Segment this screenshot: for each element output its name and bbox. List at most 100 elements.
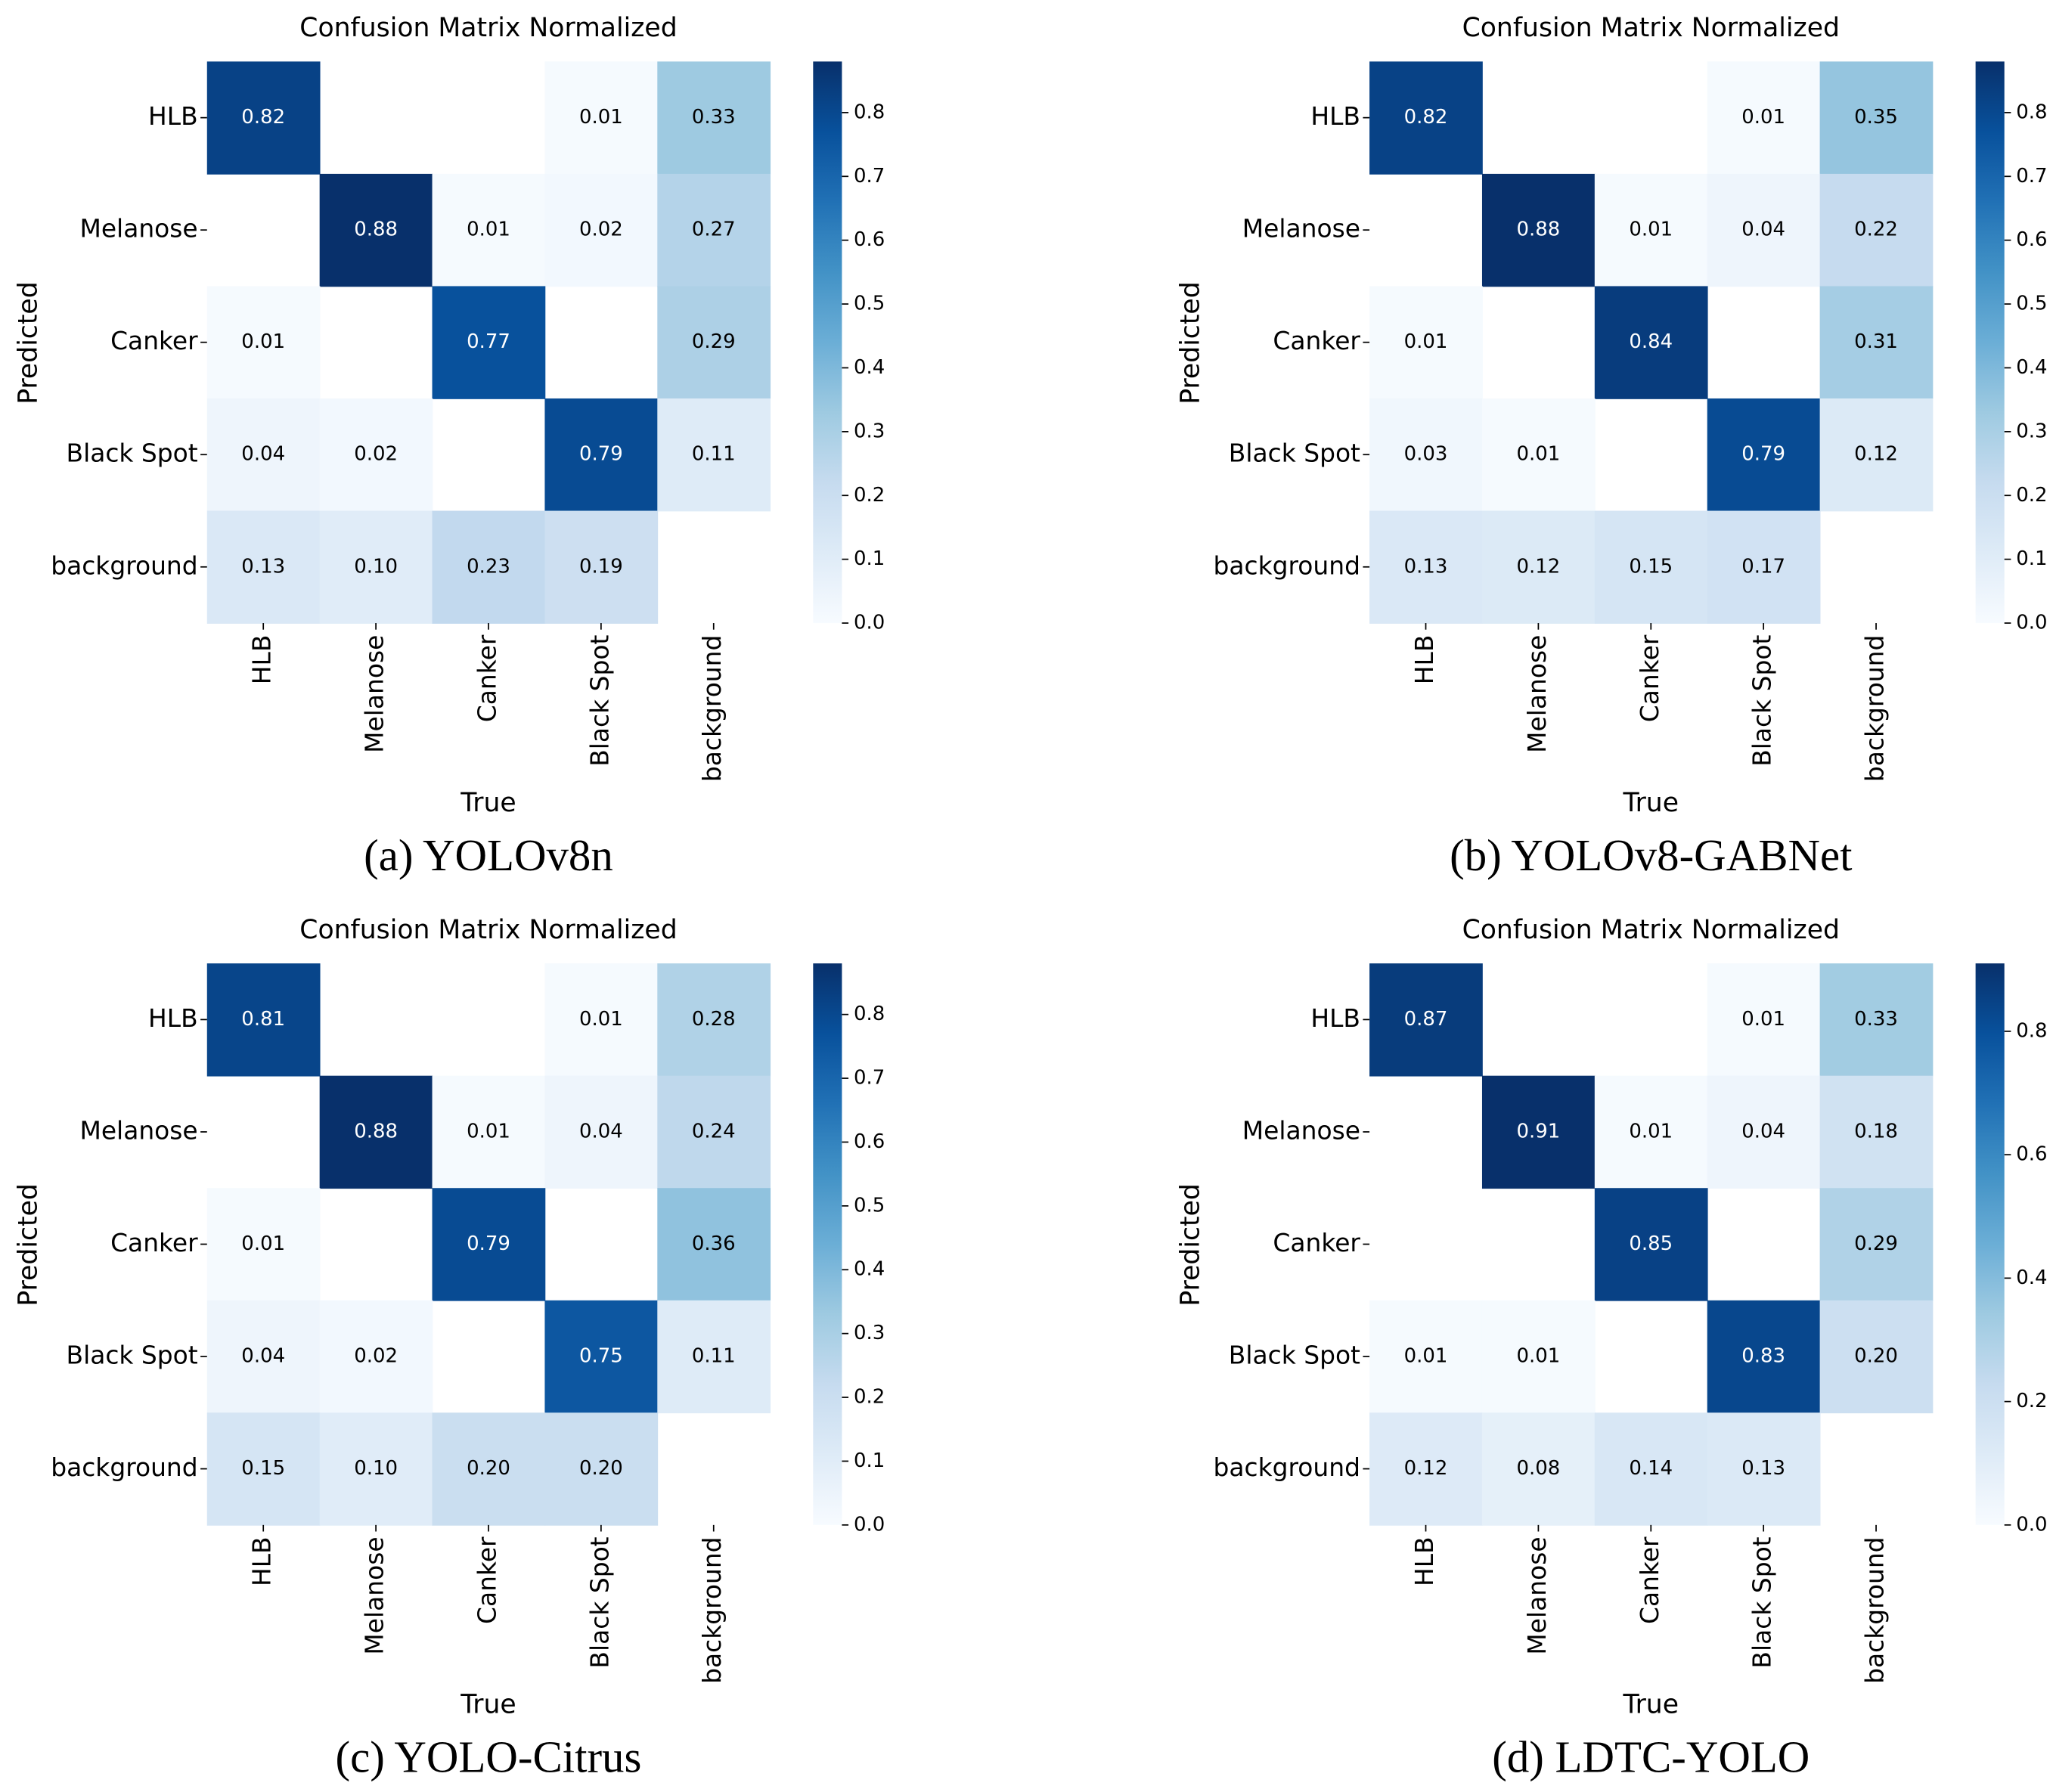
heatmap-cell [1481,173,1596,287]
heatmap-cell [1707,1300,1821,1414]
colorbar-tick-label: 0.4 [854,1258,885,1281]
colorbar-tick-label: 0.4 [2016,1266,2047,1289]
cell-label: 0.12 [1516,555,1560,578]
heatmap-cell [319,398,433,512]
heatmap-cell [1481,510,1596,624]
colorbar-tick-label: 0.2 [854,1386,885,1409]
cell-label: 0.84 [1629,330,1673,353]
cell-label: 0.01 [467,1120,510,1142]
heatmap-cell [1594,173,1708,287]
heatmap-cell [1707,963,1821,1077]
cell-label: 0.04 [241,1345,285,1368]
cell-label: 0.23 [467,555,510,578]
cell-label: 0.01 [1404,330,1448,353]
colorbar-tick-label: 0.2 [2016,484,2047,507]
cell-label: 0.82 [1404,106,1448,129]
heatmap-cell [1707,173,1821,287]
y-tick-label: Canker [1273,1228,1360,1257]
cell-label: 0.88 [354,1120,398,1142]
x-tick-label: background [697,1536,727,1683]
cell-label: 0.15 [241,1457,285,1480]
x-tick-label: Black Spot [1748,1536,1777,1668]
x-tick-label: Melanose [1522,635,1552,753]
cell-label: 0.08 [1516,1457,1560,1480]
x-tick-label: Black Spot [585,635,614,767]
colorbar-tick-label: 0.8 [2016,101,2047,123]
heatmap-cell [432,286,546,399]
heatmap-cell [1819,286,1934,399]
chart-panel: Confusion Matrix Normalized 0.82 0.01 0.35 0… [1176,13,2048,880]
cell-label: 0.10 [354,1457,398,1480]
heatmap-cell [657,398,771,512]
y-tick-label: Canker [1273,326,1360,355]
colorbar [1975,61,2005,624]
cell-label: 0.04 [1741,219,1785,241]
heatmap-cell [432,173,546,287]
x-axis-label: True [1623,788,1679,818]
x-tick-label: Melanose [360,1536,389,1654]
cell-label: 0.29 [692,330,736,353]
heatmap-cell [206,286,321,399]
cell-label: 0.01 [579,1008,623,1031]
heatmap-cell [319,1300,433,1414]
cell-label: 0.20 [467,1457,510,1480]
heatmap-cell [544,1075,659,1189]
y-tick-label: HLB [1310,1003,1360,1033]
heatmap-cell [1369,398,1483,512]
cell-label: 0.01 [241,1232,285,1255]
heatmap-cell [1819,1300,1934,1414]
y-tick-label: HLB [148,1003,198,1033]
colorbar-tick-label: 0.3 [2016,420,2047,442]
x-tick-label: Black Spot [585,1536,614,1668]
x-axis-label: True [1623,1690,1679,1720]
heatmap-cell [1819,398,1934,512]
cell-label: 0.19 [579,555,623,578]
heatmap-cell [544,963,659,1077]
heatmap-cell [544,1412,659,1526]
cell-label: 0.79 [579,443,623,466]
cell-label: 0.02 [354,443,398,466]
cell-label: 0.85 [1629,1232,1673,1255]
caption: (a) YOLOv8n [364,831,613,880]
y-tick-label: background [51,550,197,580]
colorbar [1975,963,2005,1525]
colorbar-tick-label: 0.5 [854,1194,885,1217]
heatmap-cell [544,61,659,175]
cell-label: 0.11 [692,1345,736,1368]
y-tick-label: Canker [110,326,198,355]
heatmap-cell [1369,61,1483,175]
colorbar-tick-label: 0.2 [854,484,885,507]
heatmap-cell [657,61,771,175]
y-tick-label: background [51,1453,197,1482]
x-axis-label: True [460,788,516,818]
x-tick-label: Melanose [360,635,389,753]
cell-label: 0.24 [692,1120,736,1142]
cell-label: 0.22 [1854,219,1898,241]
heatmap-cell [657,1300,771,1414]
y-tick-label: background [1214,1453,1360,1482]
chart-title: Confusion Matrix Normalized [299,13,677,43]
heatmap-cell [432,1188,546,1301]
heatmap-cell [206,398,321,512]
heatmap-cell [657,286,771,399]
heatmap-cell [544,1300,659,1414]
cell-label: 0.31 [1854,330,1898,353]
x-tick-label: Melanose [1522,1536,1552,1654]
cell-label: 0.20 [579,1457,623,1480]
heatmap-cell [1819,963,1934,1077]
heatmap-cell [1594,1075,1708,1189]
heatmap-cell [1481,398,1596,512]
y-tick-label: Black Spot [1229,1341,1360,1370]
heatmap-cell [1369,963,1483,1077]
heatmap-cell [657,1075,771,1189]
cell-label: 0.01 [1741,1008,1785,1031]
y-axis-label: Predicted [13,281,43,404]
heatmap-cell [1369,510,1483,624]
cell-label: 0.33 [1854,1008,1898,1031]
heatmap-cell [1369,1412,1483,1526]
cell-label: 0.01 [1629,219,1673,241]
heatmap-cell [1594,1188,1708,1301]
cell-label: 0.29 [1854,1232,1898,1255]
colorbar [813,61,842,624]
